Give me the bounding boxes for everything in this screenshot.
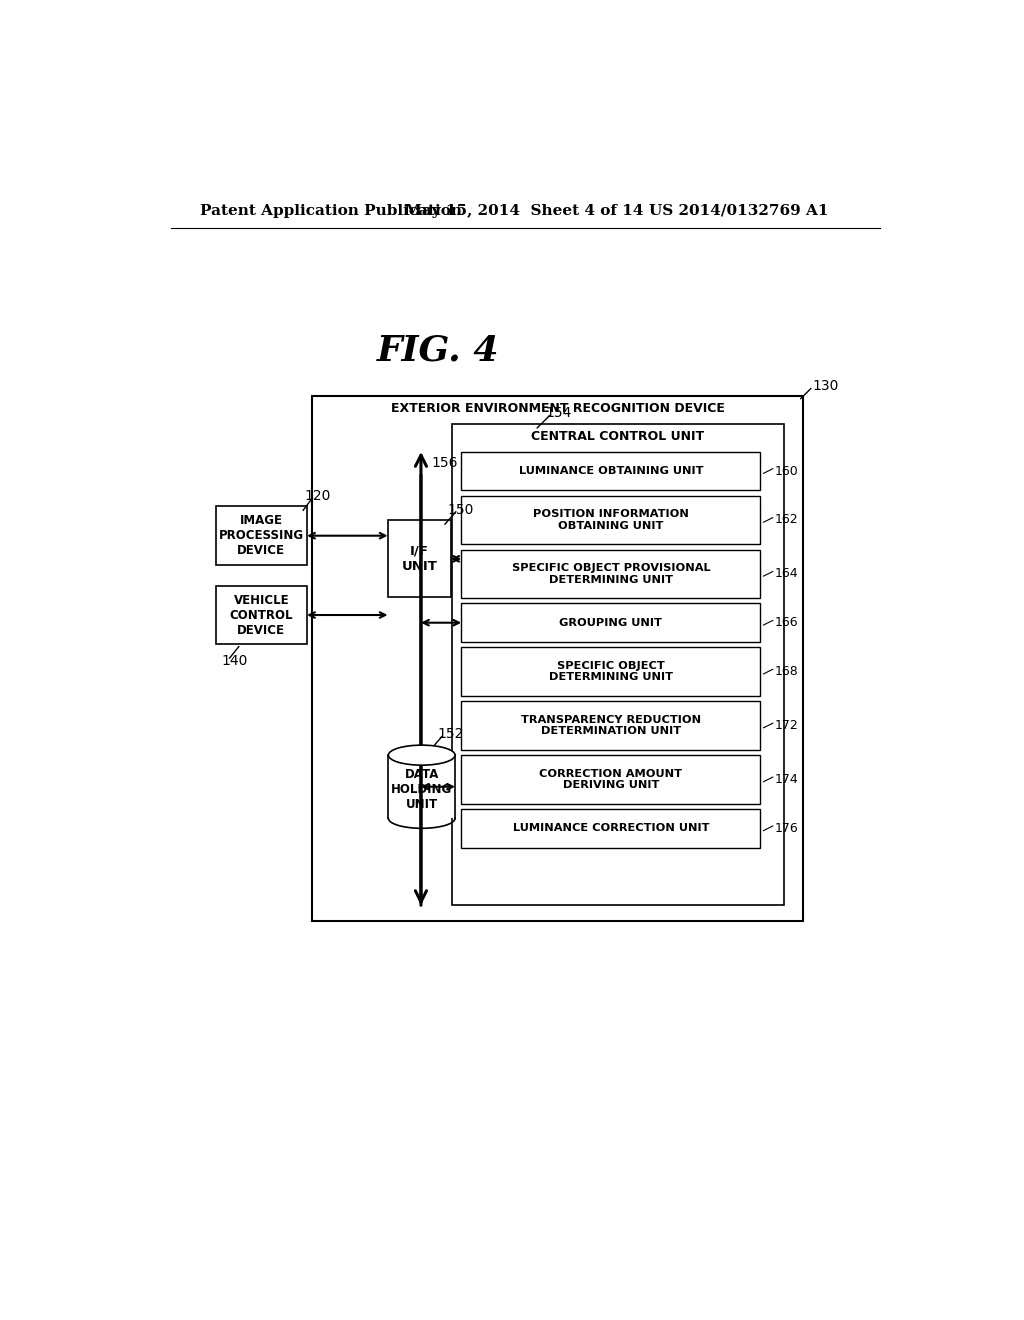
- Bar: [452, 424, 783, 906]
- Bar: [312, 396, 803, 921]
- Text: SPECIFIC OBJECT
DETERMINING UNIT: SPECIFIC OBJECT DETERMINING UNIT: [549, 661, 673, 682]
- Text: POSITION INFORMATION
OBTAINING UNIT: POSITION INFORMATION OBTAINING UNIT: [532, 510, 689, 531]
- Bar: [388, 755, 455, 818]
- Text: FIG. 4: FIG. 4: [377, 334, 500, 368]
- Bar: [461, 647, 761, 696]
- Text: 172: 172: [774, 719, 798, 733]
- Text: 150: 150: [447, 503, 474, 516]
- Text: 130: 130: [812, 379, 839, 393]
- Text: VEHICLE
CONTROL
DEVICE: VEHICLE CONTROL DEVICE: [229, 594, 293, 636]
- Text: May 15, 2014  Sheet 4 of 14: May 15, 2014 Sheet 4 of 14: [406, 203, 644, 218]
- Text: 166: 166: [774, 616, 798, 630]
- Bar: [461, 809, 761, 847]
- Ellipse shape: [388, 744, 455, 766]
- Text: 120: 120: [305, 488, 331, 503]
- Bar: [216, 586, 307, 644]
- Text: 154: 154: [545, 407, 571, 420]
- Bar: [461, 603, 761, 642]
- Text: US 2014/0132769 A1: US 2014/0132769 A1: [649, 203, 828, 218]
- Text: I/F
UNIT: I/F UNIT: [401, 545, 437, 573]
- Text: TRANSPARENCY REDUCTION
DETERMINATION UNIT: TRANSPARENCY REDUCTION DETERMINATION UNI…: [521, 714, 700, 737]
- Text: CENTRAL CONTROL UNIT: CENTRAL CONTROL UNIT: [531, 430, 705, 444]
- Text: 174: 174: [774, 774, 798, 785]
- Text: LUMINANCE CORRECTION UNIT: LUMINANCE CORRECTION UNIT: [513, 824, 709, 833]
- Bar: [461, 701, 761, 750]
- Text: Patent Application Publication: Patent Application Publication: [200, 203, 462, 218]
- Text: LUMINANCE OBTAINING UNIT: LUMINANCE OBTAINING UNIT: [518, 466, 703, 477]
- Text: 156: 156: [432, 457, 459, 470]
- Bar: [216, 507, 307, 565]
- Text: SPECIFIC OBJECT PROVISIONAL
DETERMINING UNIT: SPECIFIC OBJECT PROVISIONAL DETERMINING …: [512, 564, 710, 585]
- Text: CORRECTION AMOUNT
DERIVING UNIT: CORRECTION AMOUNT DERIVING UNIT: [540, 768, 682, 791]
- Text: DATA
HOLDING
UNIT: DATA HOLDING UNIT: [391, 768, 453, 812]
- Bar: [461, 755, 761, 804]
- Bar: [461, 549, 761, 598]
- Text: 160: 160: [774, 465, 798, 478]
- Text: EXTERIOR ENVIRONMENT RECOGNITION DEVICE: EXTERIOR ENVIRONMENT RECOGNITION DEVICE: [391, 403, 725, 416]
- Text: 164: 164: [774, 568, 798, 581]
- Text: IMAGE
PROCESSING
DEVICE: IMAGE PROCESSING DEVICE: [219, 515, 304, 557]
- Bar: [461, 496, 761, 544]
- Text: 152: 152: [437, 727, 464, 742]
- Text: 140: 140: [222, 655, 248, 668]
- Text: 162: 162: [774, 513, 798, 527]
- Text: 168: 168: [774, 665, 798, 678]
- Text: 176: 176: [774, 822, 798, 834]
- Bar: [461, 451, 761, 490]
- Text: GROUPING UNIT: GROUPING UNIT: [559, 618, 663, 628]
- Bar: [388, 520, 452, 598]
